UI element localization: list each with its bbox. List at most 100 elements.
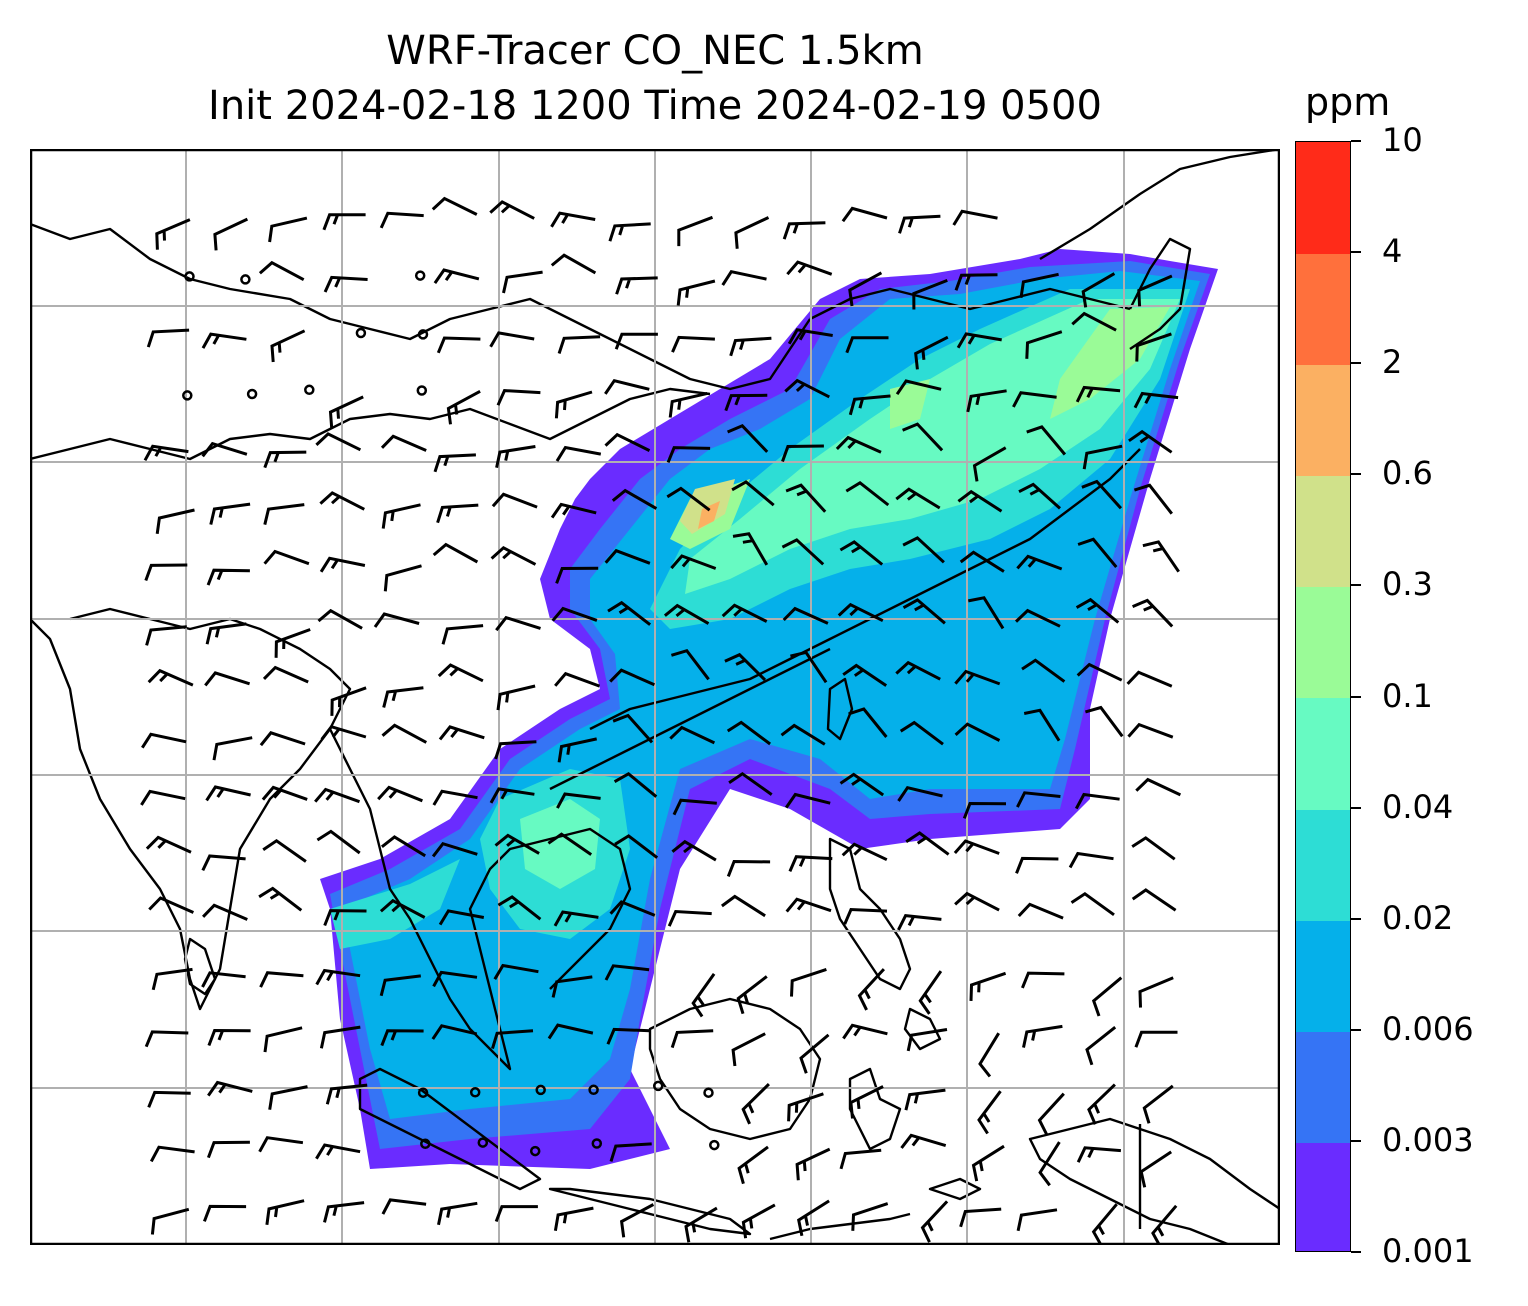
wind-barb — [262, 838, 307, 863]
colorbar-tick-label: 10 — [1382, 121, 1423, 159]
wind-barb — [380, 835, 426, 858]
wind-barb — [377, 785, 423, 803]
wind-barb — [895, 379, 942, 396]
wind-barb — [432, 970, 478, 988]
wind-barb — [380, 434, 427, 452]
wind-barb — [604, 548, 651, 565]
colorbar-tick-label: 0.6 — [1382, 454, 1433, 493]
wind-barb — [721, 270, 767, 286]
wind-barb — [265, 1199, 305, 1225]
wind-barb — [897, 913, 942, 931]
wind-barb — [1075, 597, 1120, 624]
wind-barb — [741, 1203, 776, 1239]
wind-barb — [263, 1026, 303, 1053]
wind-barb — [782, 221, 826, 240]
wind-barb — [737, 1145, 769, 1185]
wind-barb — [726, 859, 771, 877]
wind-barb — [843, 907, 888, 925]
wind-barb — [270, 329, 306, 363]
wind-barb — [494, 833, 540, 855]
wind-barb — [261, 785, 308, 801]
wind-barb — [849, 1085, 884, 1119]
wind-barb — [328, 395, 364, 429]
wind-barb — [905, 831, 950, 856]
map-panel — [30, 149, 1280, 1245]
wind-barb — [317, 608, 363, 630]
wind-barb — [839, 540, 884, 566]
colorbar-tick — [1351, 362, 1361, 365]
wind-barb — [201, 971, 246, 988]
wind-barb — [1085, 1026, 1117, 1066]
wind-barb — [895, 660, 941, 681]
wind-barb — [953, 839, 1000, 855]
wind-barb — [1022, 1024, 1063, 1048]
wind-barb — [1138, 976, 1174, 1008]
wind-barb — [614, 332, 658, 350]
wind-barb — [212, 736, 253, 761]
wind-barb — [902, 536, 945, 564]
wind-barb — [141, 732, 187, 749]
calm-wind-marker — [588, 1084, 599, 1096]
wind-barb — [670, 648, 710, 681]
wind-barb — [671, 335, 715, 353]
wind-barb — [1038, 1141, 1061, 1187]
wind-barb — [731, 1032, 766, 1067]
wind-barb — [555, 445, 602, 462]
wind-barb — [489, 331, 535, 348]
wind-barb — [148, 896, 195, 914]
wind-barb — [314, 787, 361, 804]
wind-barb — [1018, 482, 1062, 510]
wind-barb — [1016, 554, 1063, 571]
wind-barb — [841, 842, 888, 862]
wind-barb — [491, 492, 538, 509]
wind-barb — [1068, 851, 1114, 869]
wind-barb — [437, 663, 484, 683]
wind-barb — [497, 895, 542, 921]
wind-barb — [851, 1202, 889, 1231]
wind-barb — [319, 556, 366, 573]
colorbar-tick — [1351, 695, 1361, 698]
wind-barb — [144, 1030, 189, 1048]
wind-barb — [557, 737, 598, 763]
map-frame — [30, 149, 1280, 1245]
colorbar-tick — [1351, 251, 1361, 254]
wind-barb — [494, 1205, 538, 1223]
wind-barb — [781, 444, 824, 463]
wind-barb — [1037, 1092, 1065, 1136]
wind-barb — [553, 910, 599, 927]
wind-barb — [431, 841, 478, 858]
colorbar-segment — [1296, 364, 1350, 477]
wind-barb — [268, 216, 308, 243]
calm-wind-marker — [591, 1138, 603, 1149]
wind-barb — [906, 1028, 948, 1052]
wind-barb — [954, 722, 1001, 742]
wind-barb — [957, 489, 1003, 513]
wind-barb — [795, 1147, 831, 1181]
wind-barb — [736, 975, 768, 1015]
wind-barb — [446, 389, 481, 425]
wind-barb — [848, 707, 888, 738]
wind-barb — [433, 453, 476, 473]
wind-barb — [782, 606, 829, 625]
wind-barb — [787, 1092, 824, 1122]
wind-barb — [902, 422, 944, 452]
colorbar-segment — [1296, 586, 1350, 699]
colorbar-segment — [1296, 697, 1350, 810]
wind-barb — [436, 336, 481, 354]
wind-barb — [666, 486, 711, 512]
wind-barb — [1026, 425, 1067, 456]
wind-barb — [684, 1206, 718, 1243]
calm-wind-marker — [652, 1080, 664, 1092]
wind-barb — [207, 1028, 251, 1047]
colorbar-tick-label: 0.3 — [1382, 565, 1433, 604]
wind-barb — [1142, 1084, 1174, 1124]
wind-barb — [489, 200, 535, 220]
wind-barb — [145, 835, 192, 854]
colorbar-segment — [1296, 475, 1350, 588]
title-line-2: Init 2024-02-18 1200 Time 2024-02-19 050… — [208, 83, 1102, 129]
wind-barb — [611, 488, 658, 510]
wind-barb — [202, 1204, 247, 1222]
wind-barb — [433, 268, 480, 284]
wind-barb — [724, 393, 768, 412]
wind-barb — [619, 1203, 655, 1238]
